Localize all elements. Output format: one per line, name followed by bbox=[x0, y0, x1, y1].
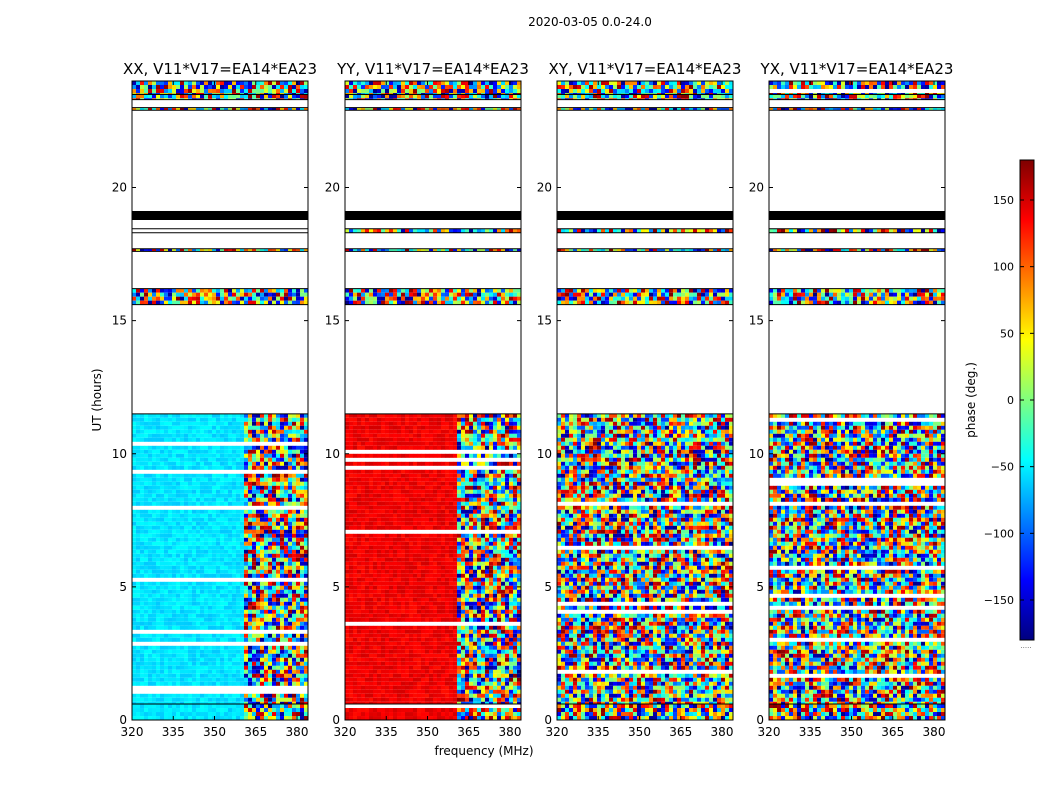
x-tick-label: 380 bbox=[923, 725, 946, 739]
y-tick-label: 15 bbox=[749, 314, 764, 328]
colorbar-tick-label: −150 bbox=[984, 594, 1014, 607]
x-tick-label: 335 bbox=[799, 725, 822, 739]
panel-xx: XX, V11*V17=EA14*EA23 320 335 350 365 380 0 5 10… bbox=[112, 60, 317, 739]
x-tick-label: 335 bbox=[162, 725, 185, 739]
panel-title: XY, V11*V17=EA14*EA23 bbox=[549, 60, 742, 78]
panel-title: YY, V11*V17=EA14*EA23 bbox=[336, 60, 529, 78]
colorbar-label: phase (deg.) bbox=[964, 362, 978, 438]
y-tick-label: 5 bbox=[119, 580, 127, 594]
x-tick-label: 350 bbox=[840, 725, 863, 739]
y-tick-label: 20 bbox=[112, 181, 127, 195]
x-tick-label: 335 bbox=[587, 725, 610, 739]
y-axis-label: UT (hours) bbox=[90, 368, 104, 431]
figure-title: 2020-03-05 0.0-24.0 bbox=[528, 15, 652, 29]
y-tick-label: 20 bbox=[749, 181, 764, 195]
panel-title: XX, V11*V17=EA14*EA23 bbox=[123, 60, 317, 78]
phase-heatmap bbox=[769, 81, 945, 720]
x-tick-label: 320 bbox=[546, 725, 569, 739]
x-tick-label: 365 bbox=[669, 725, 692, 739]
y-tick-label: 0 bbox=[332, 713, 340, 727]
phase-heatmap bbox=[132, 81, 308, 720]
y-tick-label: 15 bbox=[112, 314, 127, 328]
y-tick-label: 15 bbox=[325, 314, 340, 328]
x-tick-label: 350 bbox=[416, 725, 439, 739]
y-tick-label: 5 bbox=[756, 580, 764, 594]
y-tick-label: 20 bbox=[325, 181, 340, 195]
x-tick-label: 335 bbox=[375, 725, 398, 739]
x-tick-label: 320 bbox=[758, 725, 781, 739]
y-tick-label: 10 bbox=[749, 447, 764, 461]
y-tick-label: 0 bbox=[544, 713, 552, 727]
plot-frame bbox=[131, 80, 309, 721]
y-tick-label: 15 bbox=[537, 314, 552, 328]
colorbar-tick-label: −100 bbox=[984, 527, 1014, 540]
x-tick-label: 350 bbox=[628, 725, 651, 739]
y-tick-label: 5 bbox=[544, 580, 552, 594]
x-tick-label: 380 bbox=[286, 725, 309, 739]
phase-heatmap bbox=[557, 81, 733, 720]
x-tick-label: 320 bbox=[121, 725, 144, 739]
plot-frame bbox=[768, 80, 946, 721]
x-axis-label: frequency (MHz) bbox=[434, 744, 533, 758]
plot-frame bbox=[556, 80, 734, 721]
colorbar-tick-label: 50 bbox=[1000, 327, 1014, 340]
x-tick-label: 365 bbox=[881, 725, 904, 739]
panel-yx: YX, V11*V17=EA14*EA23 320 335 350 365 380 0 5 10… bbox=[749, 60, 954, 739]
y-tick-label: 10 bbox=[537, 447, 552, 461]
y-tick-label: 20 bbox=[537, 181, 552, 195]
colorbar-ticks: −150 −100 −50 0 50 100 150 bbox=[984, 194, 1034, 607]
plot-frame bbox=[344, 80, 522, 721]
colorbar-tick-label: 100 bbox=[993, 261, 1014, 274]
panel-yy: YY, V11*V17=EA14*EA23 320 335 350 365 380 0 5 10… bbox=[325, 60, 529, 739]
x-tick-label: 350 bbox=[203, 725, 226, 739]
panels-group: XX, V11*V17=EA14*EA23 320 335 350 365 380 0 5 10… bbox=[112, 60, 954, 739]
y-tick-label: 0 bbox=[119, 713, 127, 727]
x-tick-label: 365 bbox=[457, 725, 480, 739]
y-tick-label: 10 bbox=[325, 447, 340, 461]
panel-title: YX, V11*V17=EA14*EA23 bbox=[760, 60, 954, 78]
y-tick-label: 0 bbox=[756, 713, 764, 727]
x-tick-label: 380 bbox=[711, 725, 734, 739]
panel-xy: XY, V11*V17=EA14*EA23 320 335 350 365 380 0 5 10… bbox=[537, 60, 742, 739]
colorbar-tick-label: 0 bbox=[1007, 394, 1014, 407]
colorbar-tick-label: −50 bbox=[991, 461, 1014, 474]
x-tick-label: 380 bbox=[499, 725, 522, 739]
x-tick-label: 365 bbox=[244, 725, 267, 739]
colorbar-footnote: ..... bbox=[1020, 642, 1031, 650]
y-tick-label: 5 bbox=[332, 580, 340, 594]
y-tick-label: 10 bbox=[112, 447, 127, 461]
phase-heatmap bbox=[345, 81, 521, 720]
colorbar: −150 −100 −50 0 50 100 150 phase (deg.) ..... bbox=[964, 159, 1035, 650]
colorbar-tick-label: 150 bbox=[993, 194, 1014, 207]
x-tick-label: 320 bbox=[334, 725, 357, 739]
